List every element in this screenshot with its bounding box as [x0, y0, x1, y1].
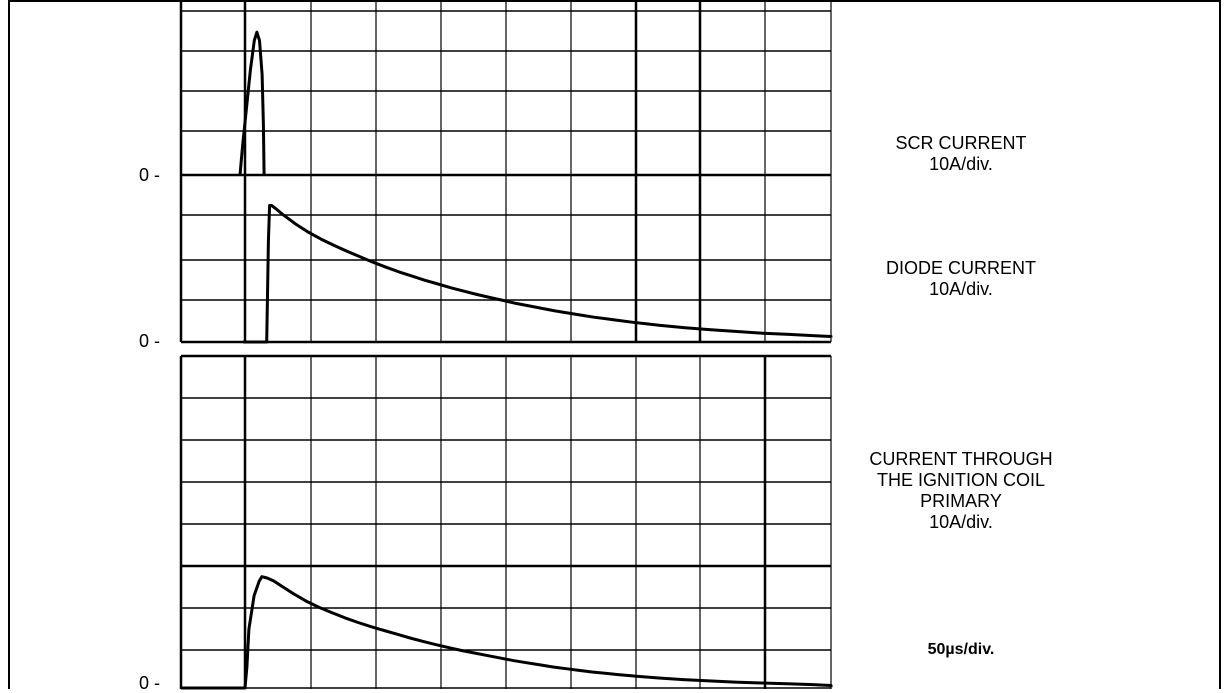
scr-current-label: SCR CURRENT 10A/div.	[895, 133, 1026, 175]
timebase-label: 50µs/div.	[927, 641, 995, 658]
coil-current-trace	[181, 575, 833, 690]
figure-frame	[8, 0, 1221, 689]
scr-current-units: 10A/div.	[929, 154, 993, 174]
zero-label-scr: 0 -	[139, 165, 161, 185]
coil-current-units: 10A/div.	[929, 512, 993, 532]
coil-current-label: CURRENT THROUGH THE IGNITION COIL PRIMAR…	[869, 449, 1052, 533]
zero-label-coil: 0 -	[139, 673, 161, 693]
diode-current-label: DIODE CURRENT 10A/div.	[886, 258, 1036, 300]
zero-label-diode: 0 -	[139, 331, 161, 351]
scr-current-title: SCR CURRENT	[895, 133, 1027, 153]
scr-current-trace	[238, 30, 266, 176]
coil-current-title-line2: THE IGNITION COIL	[876, 470, 1045, 490]
diode-current-title: DIODE CURRENT	[885, 258, 1037, 278]
diode-current-trace	[243, 204, 833, 344]
coil-current-title-line3: PRIMARY	[920, 491, 1002, 511]
coil-current-title-line1: CURRENT THROUGH	[869, 449, 1053, 469]
diode-current-units: 10A/div.	[929, 279, 993, 299]
